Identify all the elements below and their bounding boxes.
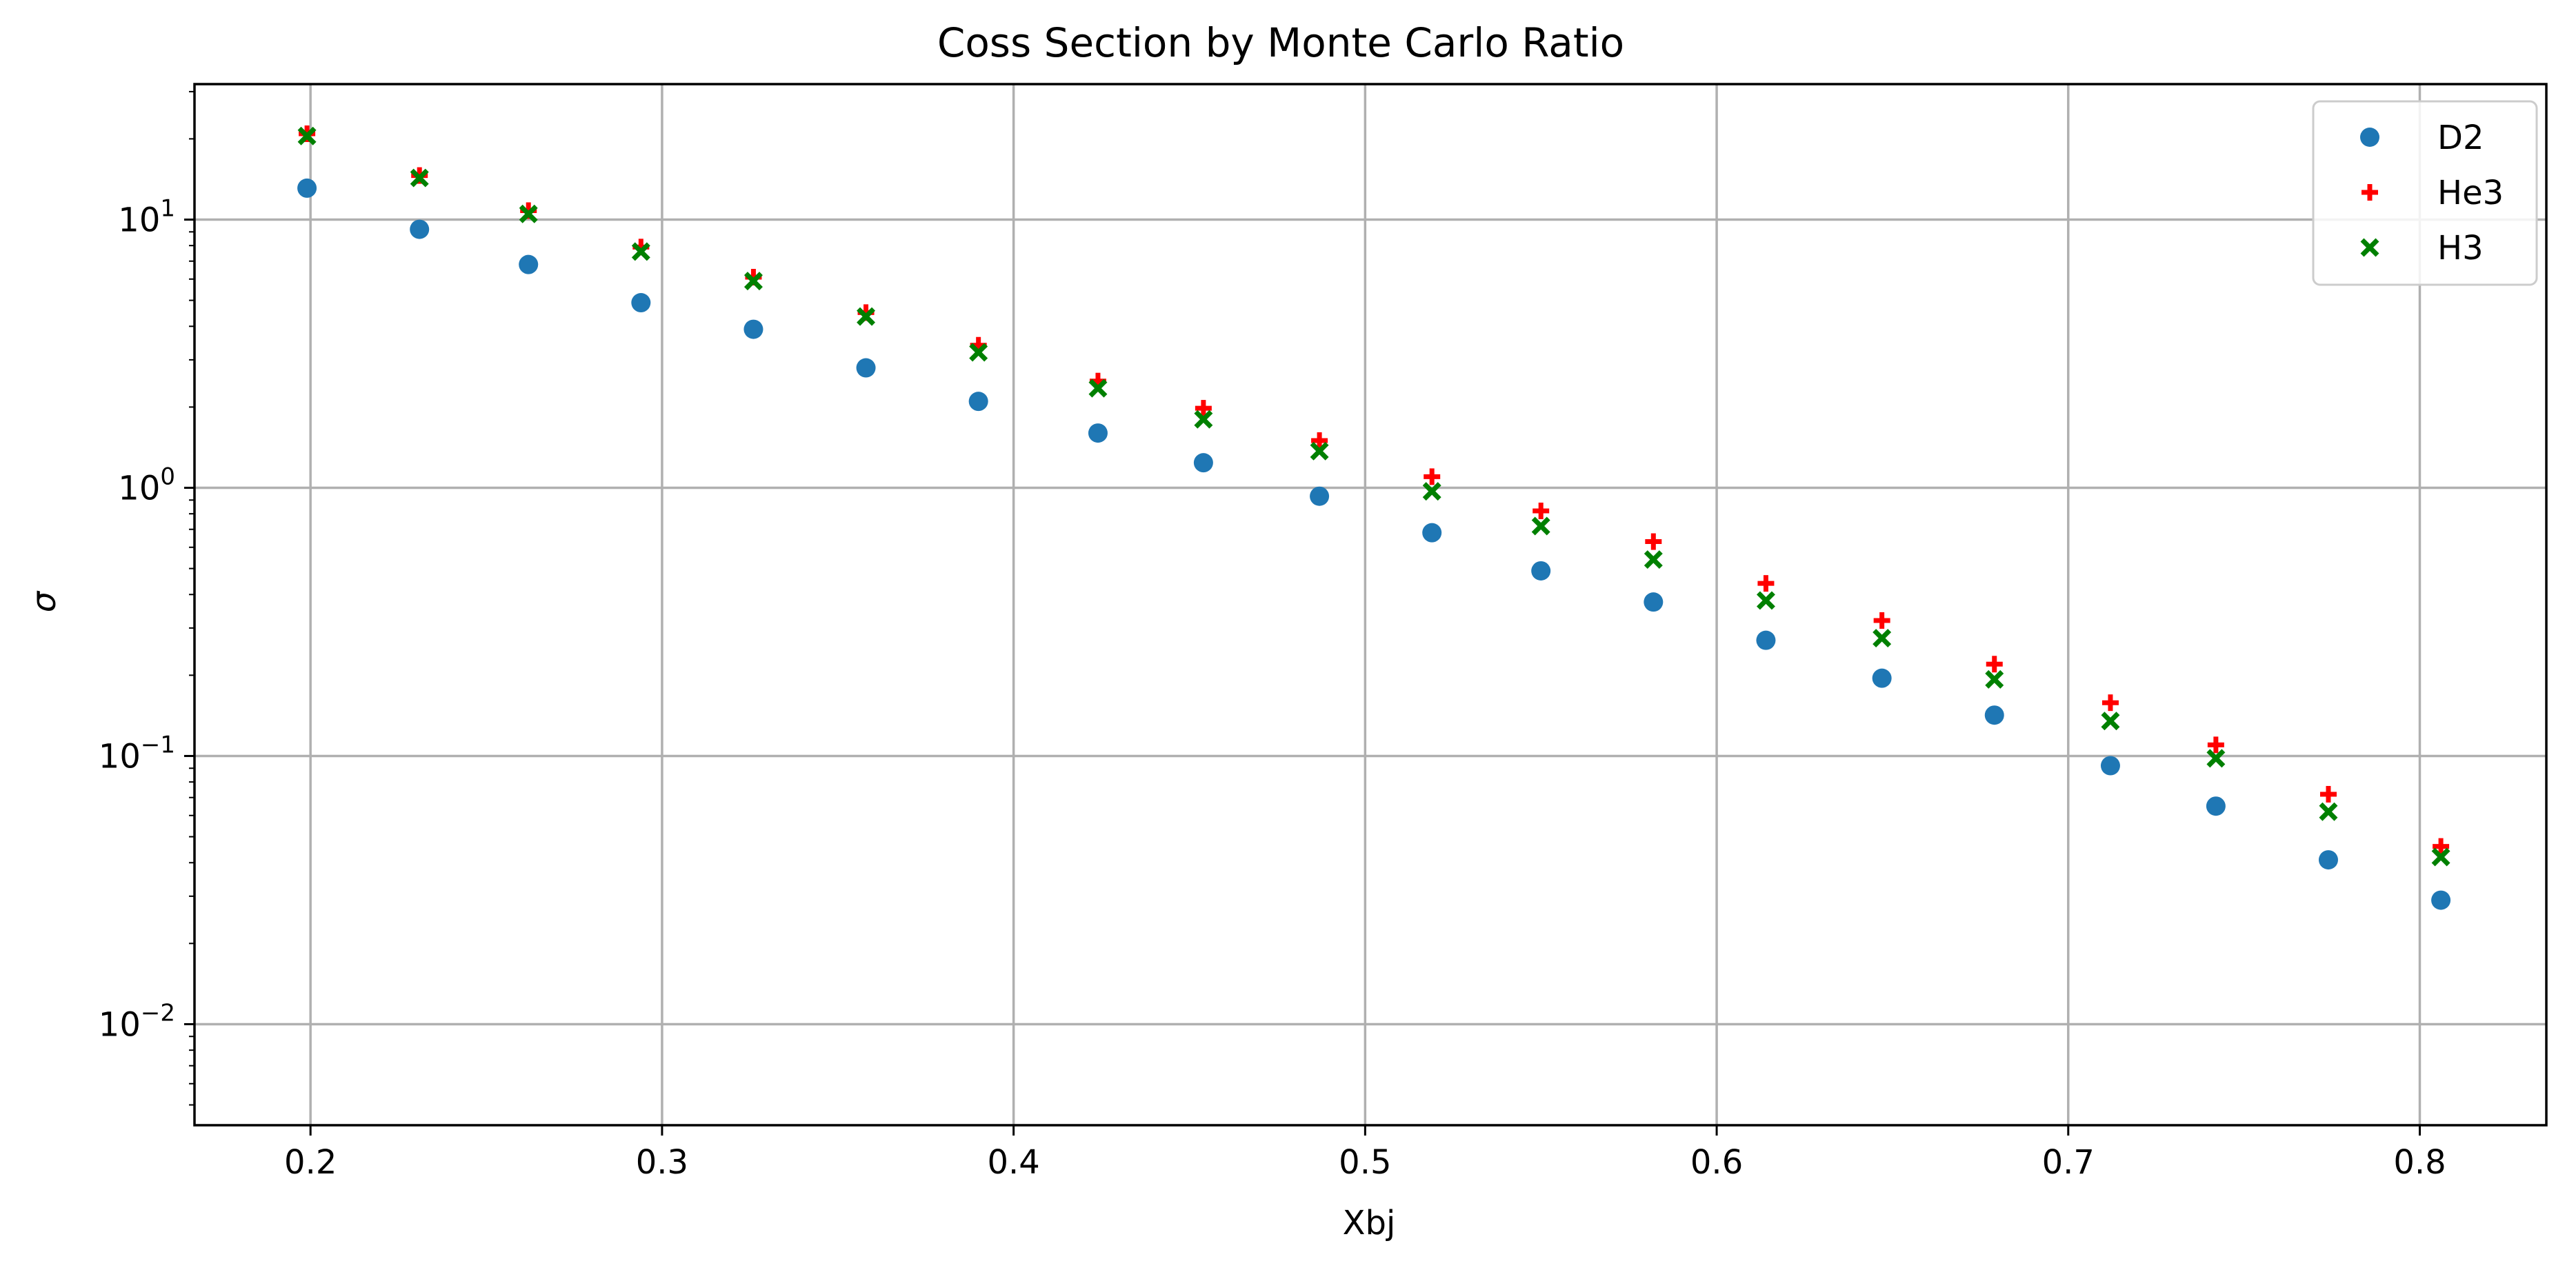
data-point-d2 bbox=[1531, 561, 1551, 581]
data-point-he3 bbox=[2207, 736, 2224, 754]
data-point-d2 bbox=[1756, 630, 1776, 650]
data-point-he3 bbox=[1873, 612, 1890, 629]
data-point-h3 bbox=[1088, 379, 1108, 398]
data-point-h3 bbox=[1985, 669, 2004, 689]
data-point-h3 bbox=[969, 343, 988, 362]
x-tick-label: 0.2 bbox=[284, 1143, 337, 1182]
x-tick-label: 0.7 bbox=[2042, 1143, 2095, 1182]
data-point-h3 bbox=[519, 204, 538, 223]
data-point-h3 bbox=[2319, 802, 2338, 821]
data-point-d2 bbox=[519, 254, 539, 274]
grid-lines bbox=[194, 84, 2546, 1125]
data-point-he3 bbox=[1424, 468, 1441, 485]
data-point-h3 bbox=[857, 307, 876, 326]
data-point-h3 bbox=[1873, 629, 1892, 648]
y-tick-label: 100 bbox=[118, 463, 175, 507]
legend-marker-d2 bbox=[2360, 128, 2379, 147]
data-point-d2 bbox=[2100, 756, 2120, 776]
x-tick-label: 0.8 bbox=[2393, 1143, 2446, 1182]
data-point-he3 bbox=[1645, 533, 1662, 550]
y-tick-label: 10−1 bbox=[99, 731, 175, 776]
data-point-d2 bbox=[743, 319, 763, 339]
data-point-he3 bbox=[1757, 575, 1775, 592]
data-point-d2 bbox=[2206, 796, 2226, 816]
data-point-d2 bbox=[1644, 592, 1664, 612]
data-point-d2 bbox=[2318, 850, 2338, 870]
data-point-d2 bbox=[297, 178, 317, 198]
axes: 0.2 0.3 0.4 0.5 0.6 0.7 0.8 101 100 10−1 10−2 bbox=[99, 90, 2446, 1182]
x-tick-label: 0.3 bbox=[636, 1143, 688, 1182]
data-point-h3 bbox=[1756, 591, 1775, 610]
chart-title: Coss Section by Monte Carlo Ratio bbox=[937, 19, 1624, 66]
data-point-d2 bbox=[856, 358, 876, 378]
legend-label-he3: He3 bbox=[2437, 174, 2504, 212]
data-point-h3 bbox=[1531, 516, 1550, 536]
data-point-he3 bbox=[1311, 432, 1328, 449]
data-point-d2 bbox=[1310, 486, 1330, 506]
legend-marker-h3 bbox=[2360, 238, 2379, 257]
data-point-d2 bbox=[1872, 668, 1892, 688]
x-tick-label: 0.5 bbox=[1339, 1143, 1391, 1182]
legend-label-h3: H3 bbox=[2437, 229, 2484, 268]
legend-label-d2: D2 bbox=[2437, 119, 2484, 157]
data-point-h3 bbox=[297, 126, 317, 145]
data-point-h3 bbox=[2206, 749, 2226, 768]
y-axis-label: σ bbox=[25, 590, 63, 612]
data-point-d2 bbox=[631, 293, 651, 313]
data-point-d2 bbox=[410, 219, 430, 239]
x-axis-label: Xbj bbox=[1343, 1204, 1396, 1242]
legend: D2 He3 H3 bbox=[2312, 100, 2538, 286]
y-tick-label: 101 bbox=[118, 194, 175, 239]
data-point-h3 bbox=[631, 242, 650, 261]
data-point-d2 bbox=[2431, 890, 2451, 910]
data-point-h3 bbox=[1194, 410, 1213, 429]
data-point-d2 bbox=[1422, 523, 1442, 543]
y-tick-label: 10−2 bbox=[99, 999, 175, 1044]
plot-area-frame bbox=[193, 83, 2548, 1127]
data-point-h3 bbox=[1310, 441, 1329, 461]
x-tick-label: 0.4 bbox=[987, 1143, 1039, 1182]
data-point-h3 bbox=[1644, 550, 1663, 570]
data-point-h3 bbox=[743, 272, 763, 291]
data-point-he3 bbox=[2319, 785, 2337, 803]
data-point-h3 bbox=[2101, 712, 2120, 731]
data-point-h3 bbox=[1422, 482, 1441, 501]
data-point-he3 bbox=[2433, 838, 2450, 855]
legend-box bbox=[2312, 100, 2538, 286]
data-point-d2 bbox=[1088, 423, 1108, 443]
data-point-h3 bbox=[2431, 847, 2450, 867]
data-point-d2 bbox=[1984, 705, 2004, 725]
data-point-d2 bbox=[1193, 453, 1213, 473]
data-point-he3 bbox=[1195, 400, 1212, 417]
data-points bbox=[297, 125, 2451, 910]
data-point-he3 bbox=[2101, 694, 2119, 712]
data-point-d2 bbox=[968, 392, 988, 412]
legend-marker-he3 bbox=[2362, 184, 2378, 201]
data-point-he3 bbox=[1532, 503, 1550, 520]
x-tick-label: 0.6 bbox=[1690, 1143, 1743, 1182]
data-point-he3 bbox=[1986, 656, 2003, 673]
data-point-h3 bbox=[410, 168, 429, 188]
